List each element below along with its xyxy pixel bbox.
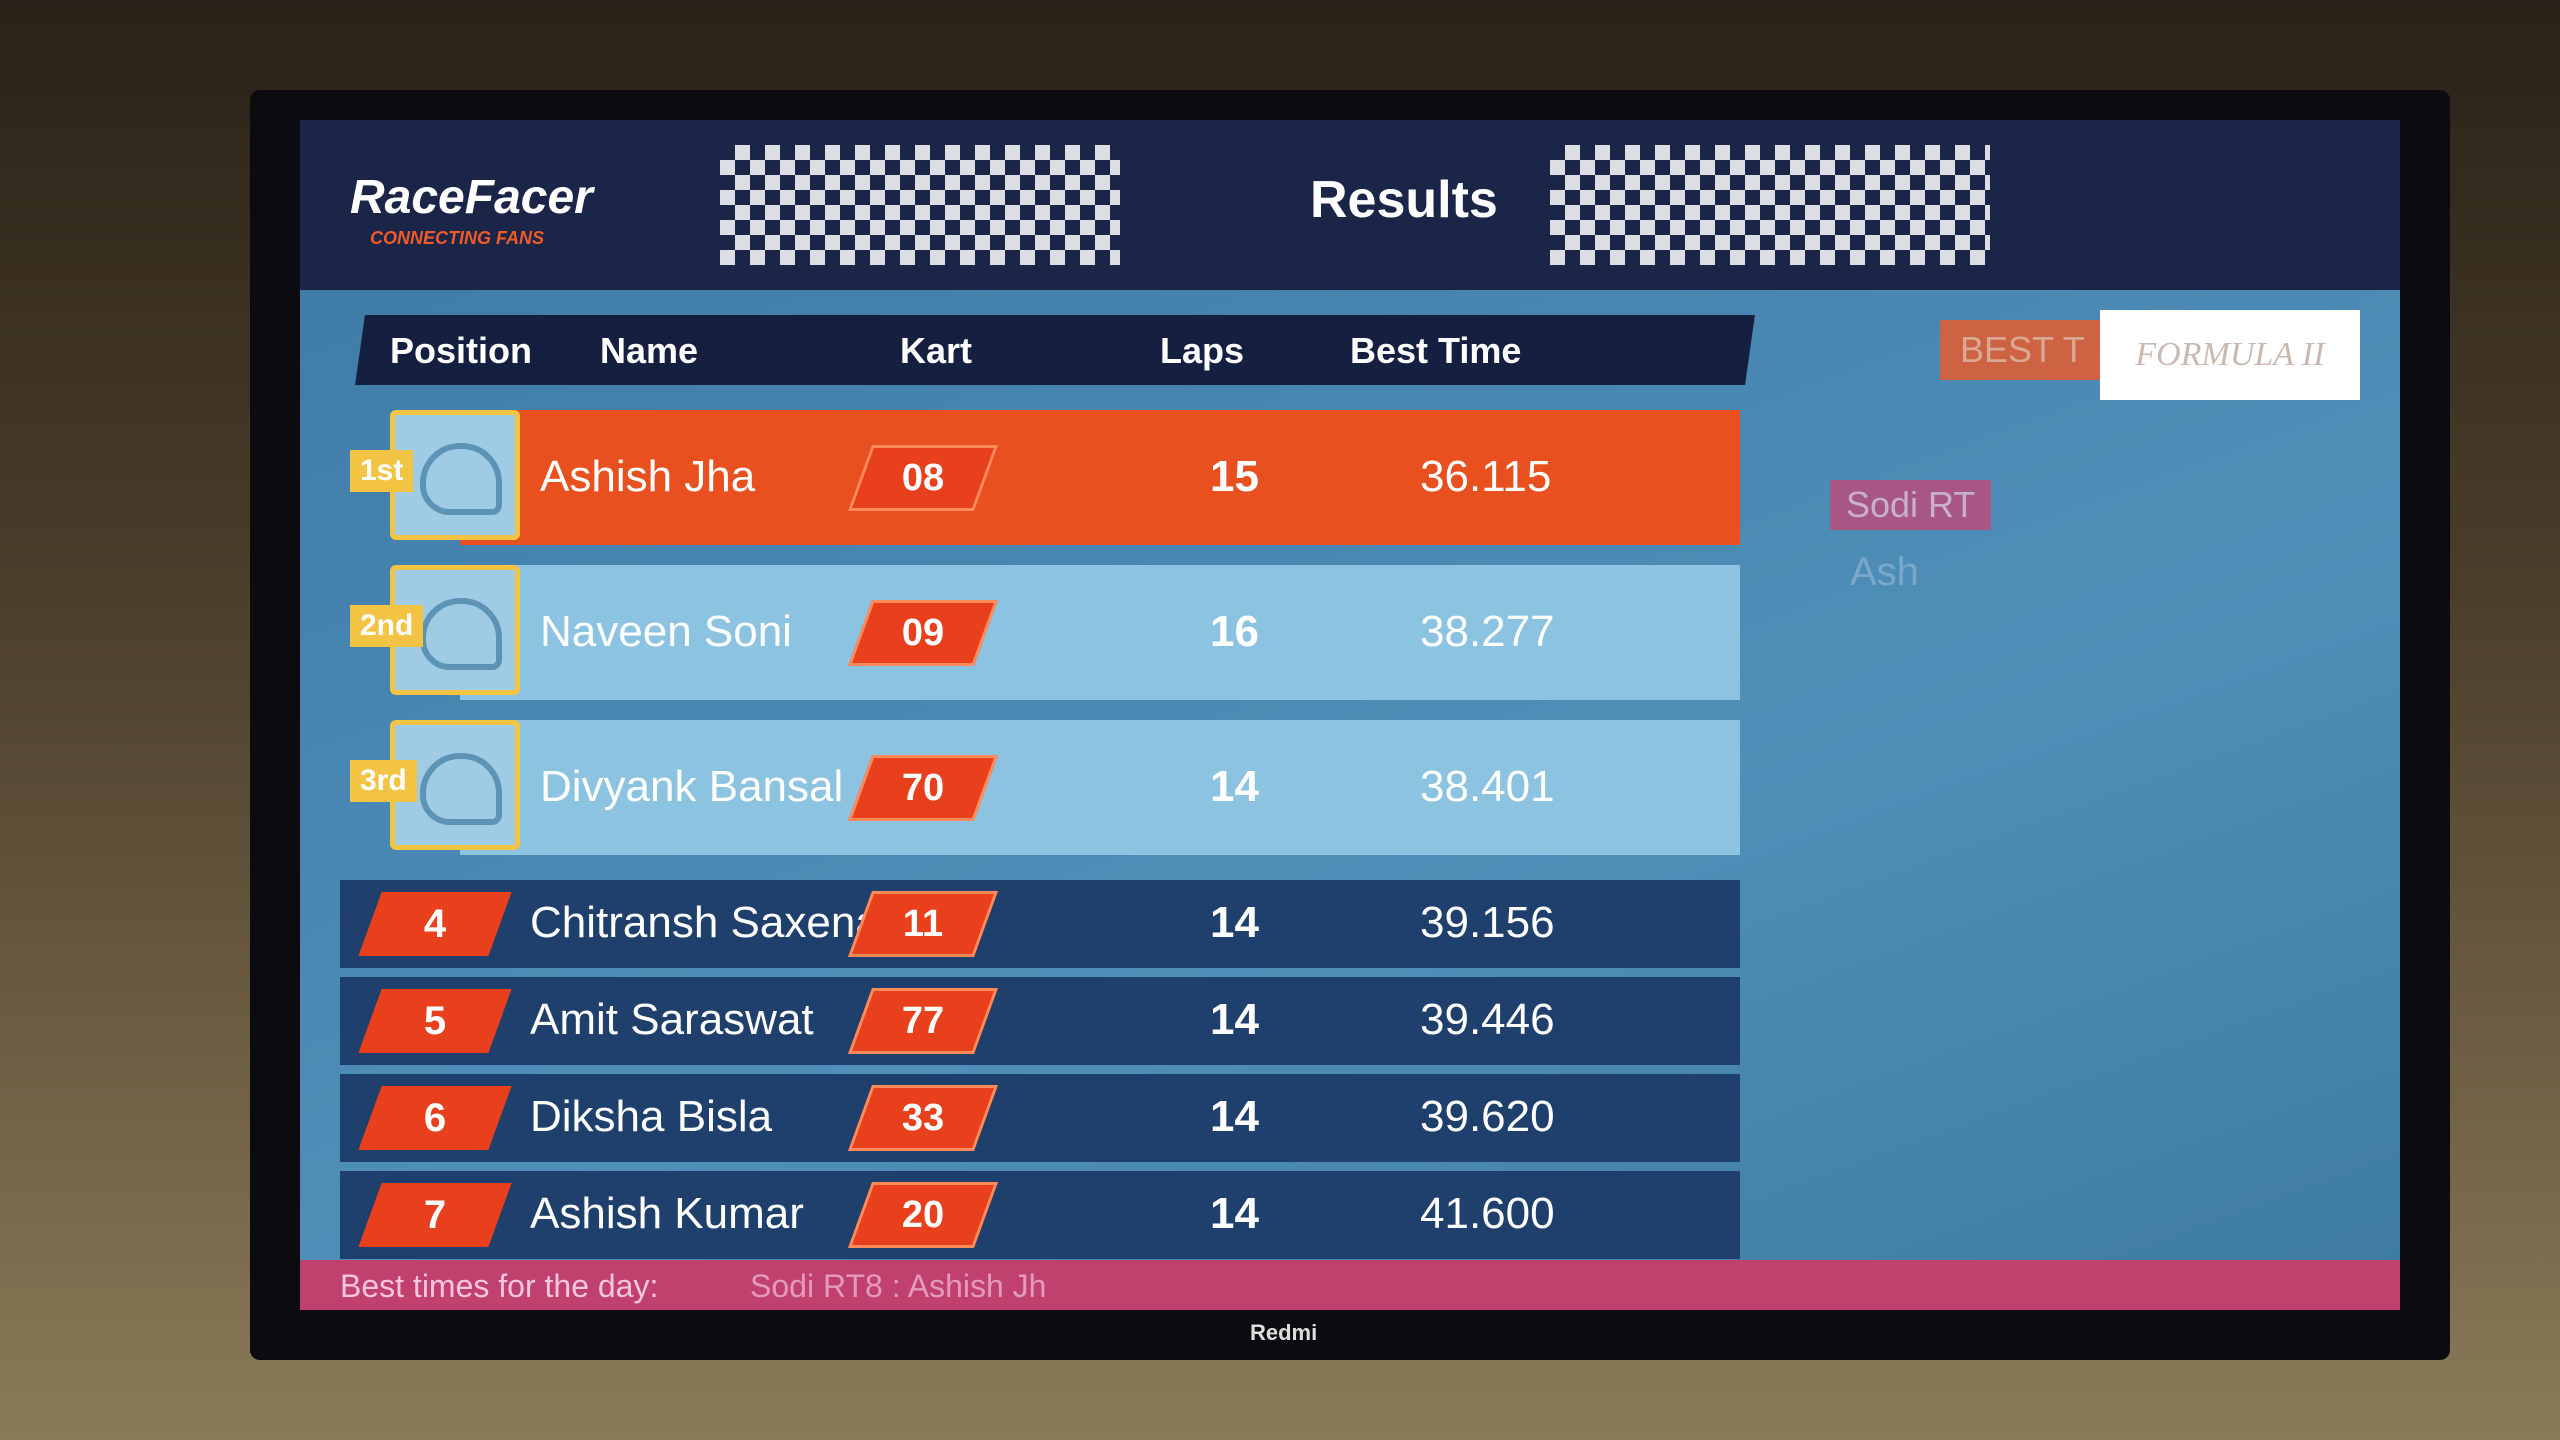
- result-row: 4 Chitransh Saxena 11 14 39.156: [340, 880, 1740, 968]
- tv-brand: Redmi: [1250, 1320, 1318, 1345]
- driver-name: Chitransh Saxena: [530, 898, 880, 947]
- laps: 15: [1210, 451, 1259, 501]
- driver-name: Naveen Soni: [540, 606, 792, 656]
- kart-badge: 20: [847, 1182, 999, 1248]
- best-time: 38.277: [1420, 606, 1555, 656]
- side-entry: Sodi RT: [1830, 480, 1992, 530]
- tagline: CONNECTING FANS: [370, 228, 545, 248]
- helmet-icon: [420, 443, 502, 515]
- position: 7: [423, 1193, 447, 1237]
- kart-badge: 70: [847, 754, 999, 821]
- kart-number: 70: [901, 766, 945, 809]
- kart-number: 33: [901, 1097, 945, 1139]
- position-badge: 5: [358, 989, 512, 1053]
- best-time: 41.600: [1420, 1189, 1555, 1238]
- best-time: 36.115: [1420, 451, 1552, 501]
- sponsor: FORMULA II: [2100, 310, 2360, 400]
- tv: RaceFacer CONNECTING FANS Results BEST T…: [250, 90, 2450, 1360]
- logo: RaceFacer: [350, 171, 593, 224]
- position-badge: 4: [358, 892, 512, 956]
- result-row: 5 Amit Saraswat 77 14 39.446: [340, 977, 1740, 1065]
- laps: 14: [1210, 898, 1259, 947]
- footer: [300, 1260, 2400, 1310]
- position-badge: 7: [358, 1183, 512, 1247]
- position-tag: 2nd: [350, 605, 424, 647]
- laps: 14: [1210, 1092, 1259, 1141]
- kart-number: 11: [902, 903, 944, 945]
- row-background: [340, 977, 1740, 1065]
- checker-pattern: [720, 145, 1120, 265]
- laps: 14: [1210, 1189, 1259, 1238]
- table-header: [355, 315, 1755, 385]
- column-header: Laps: [1160, 330, 1245, 371]
- row-background: [460, 410, 1740, 545]
- header: [300, 120, 2400, 290]
- kart-number: 08: [901, 456, 945, 499]
- kart-number: 77: [901, 1000, 945, 1042]
- helmet-icon: [420, 753, 502, 825]
- kart-badge: 77: [847, 988, 999, 1054]
- driver-name: Ashish Jha: [540, 451, 756, 501]
- laps: 14: [1210, 761, 1259, 811]
- kart-number: 20: [901, 1194, 945, 1236]
- position-tag: 1st: [350, 450, 414, 492]
- kart-badge: 09: [847, 599, 999, 666]
- position-tag: 3rd: [350, 760, 417, 802]
- best-time: 39.446: [1420, 995, 1555, 1044]
- avatar: [390, 410, 520, 540]
- page-title: Results: [1310, 171, 1498, 229]
- column-header: Position: [390, 330, 532, 371]
- position: 5: [423, 999, 447, 1043]
- result-row: 6 Diksha Bisla 33 14 39.620: [340, 1074, 1740, 1162]
- kart-badge: 11: [847, 891, 999, 957]
- position: 4: [423, 902, 447, 946]
- checker-pattern: [1550, 145, 1990, 265]
- best-time: 39.156: [1420, 898, 1555, 947]
- result-row: 3rd Divyank Bansal 70 14 38.401: [340, 720, 1740, 855]
- driver-name: Divyank Bansal: [540, 761, 844, 811]
- side-entry: Ash: [1850, 550, 1919, 594]
- row-background: [340, 880, 1740, 968]
- kart-badge: 08: [847, 444, 999, 511]
- kart-number: 09: [901, 611, 945, 654]
- best-time: 39.620: [1420, 1092, 1555, 1141]
- position: 6: [423, 1096, 447, 1140]
- laps: 16: [1210, 606, 1259, 656]
- column-header: Best Time: [1350, 330, 1522, 371]
- position-badge: 6: [358, 1086, 512, 1150]
- row-background: [460, 565, 1740, 700]
- kart-badge: 33: [847, 1085, 999, 1151]
- result-row: 1st Ashish Jha 08 15 36.115: [340, 410, 1740, 545]
- laps: 14: [1210, 995, 1259, 1044]
- footer-ticker: Sodi RT8 : Ashish Jh: [750, 1268, 1047, 1304]
- screen: RaceFacer CONNECTING FANS Results BEST T…: [300, 120, 2400, 1310]
- result-row: 7 Ashish Kumar 20 14 41.600: [340, 1171, 1740, 1259]
- driver-name: Amit Saraswat: [530, 995, 814, 1044]
- side-tab: BEST T: [1940, 320, 2120, 380]
- footer-label: Best times for the day:: [340, 1268, 659, 1304]
- row-background: [460, 720, 1740, 855]
- driver-name: Ashish Kumar: [530, 1189, 804, 1238]
- row-background: [340, 1074, 1740, 1162]
- column-header: Kart: [900, 330, 973, 371]
- helmet-icon: [420, 598, 502, 670]
- column-header: Name: [600, 330, 699, 371]
- best-time: 38.401: [1420, 761, 1555, 811]
- row-background: [340, 1171, 1740, 1259]
- driver-name: Diksha Bisla: [530, 1092, 773, 1141]
- result-row: 2nd Naveen Soni 09 16 38.277: [340, 565, 1740, 700]
